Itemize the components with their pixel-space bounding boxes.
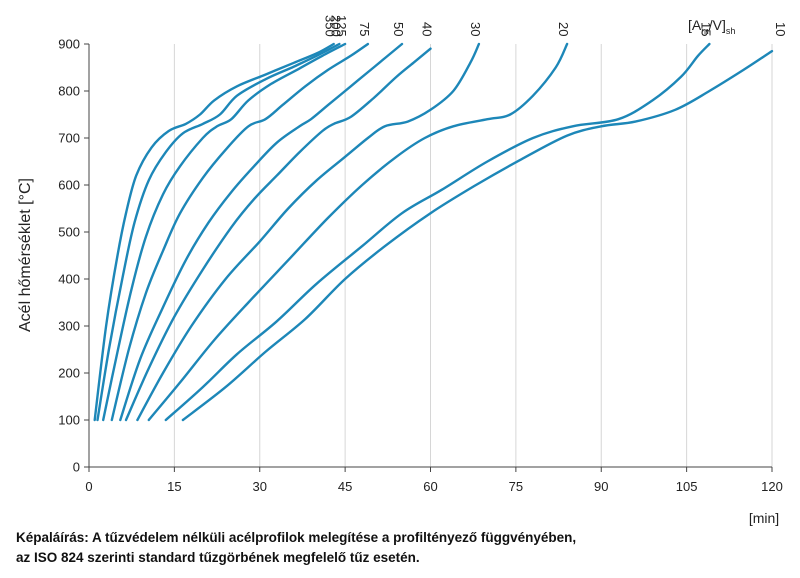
series-line-125 [102, 42, 347, 422]
parameter-label-mid: /V] [709, 17, 726, 33]
x-tick-label-120: 120 [761, 479, 783, 494]
parameter-label-sub2: sh [726, 26, 736, 36]
x-tick-label-60: 60 [423, 479, 437, 494]
grid [173, 44, 773, 467]
parameter-label-sub1: m [701, 26, 709, 36]
y-tick-label-700: 700 [58, 131, 80, 146]
y-tick-label-500: 500 [58, 225, 80, 240]
x-tick-label-15: 15 [167, 479, 181, 494]
parameter-label: [Am/V]sh [688, 17, 735, 36]
series-label-50: 50 [391, 22, 406, 36]
series-label-125: 125 [334, 15, 349, 37]
series-label-75: 75 [357, 22, 372, 36]
y-tick-label-600: 600 [58, 178, 80, 193]
y-tick-label-800: 800 [58, 84, 80, 99]
y-tick-label-300: 300 [58, 319, 80, 334]
series-label-20: 20 [556, 22, 571, 36]
caption-line-1: Képaláírás: A tűzvédelem nélküli acélpro… [16, 530, 577, 545]
y-tick-label-900: 900 [58, 37, 80, 52]
series-label-200: 200 [328, 15, 343, 37]
x-axis-unit: [min] [749, 510, 779, 526]
series-lines [93, 42, 774, 422]
figure-caption: Képaláírás: A tűzvédelem nélküli acélpro… [16, 528, 786, 568]
y-tick-label-200: 200 [58, 366, 80, 381]
x-tick-label-105: 105 [676, 479, 698, 494]
x-tick-label-45: 45 [338, 479, 352, 494]
series-line-30 [136, 42, 481, 422]
series-line-350 [93, 42, 335, 422]
series-label-40: 40 [420, 22, 435, 36]
series-label-350: 350 [323, 15, 338, 37]
y-tick-label-400: 400 [58, 272, 80, 287]
series-label-30: 30 [468, 22, 483, 36]
series-line-20 [147, 42, 569, 422]
series-line-40 [124, 47, 432, 422]
y-tick-label-100: 100 [58, 413, 80, 428]
y-axis-title: Acél hőmérséklet [°C] [17, 178, 34, 332]
series-label-10: 10 [773, 22, 788, 36]
series-line-50 [119, 42, 404, 422]
series-label-15: 15 [698, 22, 713, 36]
caption-line-2: az ISO 824 szerinti standard tűzgörbének… [16, 550, 420, 565]
parameter-label-main: [A [688, 17, 702, 33]
x-tick-label-0: 0 [85, 479, 92, 494]
x-tick-label-30: 30 [253, 479, 267, 494]
series-line-15 [164, 42, 711, 422]
x-tick-label-90: 90 [594, 479, 608, 494]
series-line-75 [110, 42, 370, 422]
y-tick-label-0: 0 [73, 460, 80, 475]
series-line-200 [96, 42, 341, 422]
axes: 0 100 200 300 400 500 600 700 800 900 0 15 30 45 60 75 9… [58, 37, 783, 495]
series-line-10 [181, 49, 774, 422]
x-tick-label-75: 75 [509, 479, 523, 494]
